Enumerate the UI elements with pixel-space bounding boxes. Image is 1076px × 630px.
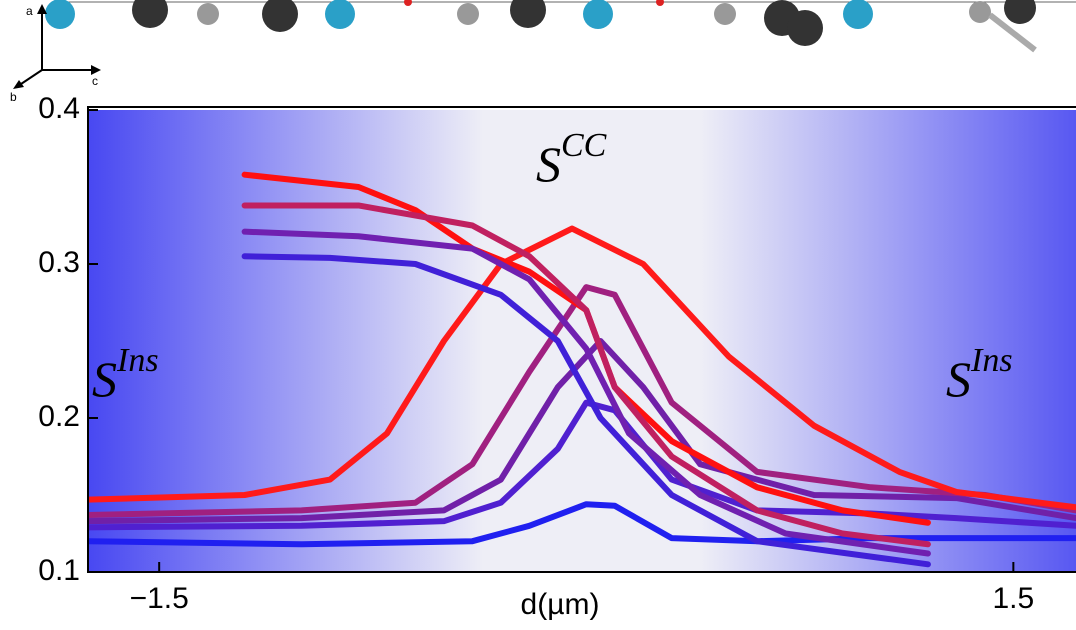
- annotation-base: S: [536, 136, 561, 192]
- crystal-structure: a b c: [10, 0, 1076, 104]
- annotation-sup: Ins: [970, 342, 1013, 379]
- y-tick-label: 0.2: [38, 400, 80, 433]
- series-line: [241, 253, 931, 568]
- plot-frame: [87, 106, 1076, 573]
- annotation: SCC: [536, 127, 607, 193]
- annotation-sup: CC: [561, 127, 607, 164]
- series-line: [241, 228, 931, 557]
- annotation: SIns: [946, 342, 1013, 408]
- annotation-base: S: [946, 351, 971, 407]
- series-line: [241, 202, 931, 548]
- series-line: [88, 225, 1076, 511]
- y-tick-label: 0.1: [38, 554, 80, 587]
- annotation-base: S: [92, 351, 117, 407]
- axis-letter: a: [26, 4, 33, 18]
- x-tick-label: 1.5: [993, 582, 1035, 615]
- annotation: SIns: [92, 342, 159, 408]
- y-tick-label: 0.4: [38, 92, 80, 125]
- x-axis-label: d(µm): [521, 588, 600, 621]
- y-tick-label: 0.3: [38, 246, 80, 279]
- axis-letter: b: [10, 90, 17, 104]
- annotation-sup: Ins: [116, 342, 159, 379]
- series-line: [88, 284, 1076, 519]
- lines: [88, 171, 1076, 568]
- axis-letter: c: [92, 74, 98, 88]
- x-tick-label: −1.5: [130, 582, 189, 615]
